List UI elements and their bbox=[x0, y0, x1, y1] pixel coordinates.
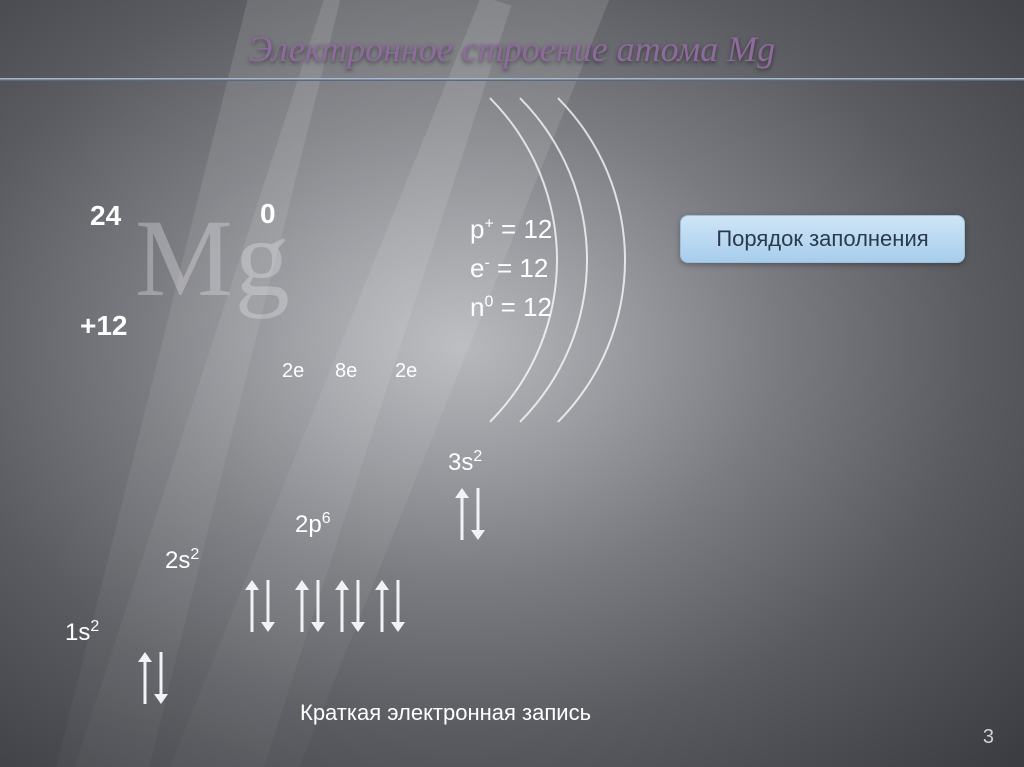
particle-counts: p+ = 12 e- = 12 n0 = 12 bbox=[470, 210, 552, 327]
orbital-box-1 bbox=[245, 580, 275, 632]
spin-cell bbox=[138, 652, 168, 704]
spin-cell bbox=[375, 580, 405, 632]
orbital-label-2: 2p6 bbox=[295, 510, 331, 539]
shell-2-label: 8e bbox=[335, 360, 357, 383]
short-config-caption: Краткая электронная запись bbox=[300, 700, 591, 726]
electron-count: e- = 12 bbox=[470, 249, 552, 288]
orbital-label-1: 2s2 bbox=[165, 546, 199, 575]
orbital-label-0: 1s2 bbox=[65, 618, 99, 647]
spin-cell bbox=[295, 580, 325, 632]
fill-order-button[interactable]: Порядок заполнения bbox=[680, 215, 965, 263]
shell-1-label: 2e bbox=[282, 360, 304, 383]
orbital-label-3: 3s2 bbox=[448, 448, 482, 477]
proton-count: p+ = 12 bbox=[470, 210, 552, 249]
orbital-box-3 bbox=[455, 488, 485, 540]
spin-cell bbox=[455, 488, 485, 540]
orbital-box-0 bbox=[138, 652, 168, 704]
spin-cell bbox=[335, 580, 365, 632]
slide-number: 3 bbox=[983, 726, 994, 749]
spin-cell bbox=[245, 580, 275, 632]
fill-order-label: Порядок заполнения bbox=[716, 226, 928, 252]
shell-3-label: 2e bbox=[395, 360, 417, 383]
orbital-box-2 bbox=[295, 580, 405, 632]
neutron-count: n0 = 12 bbox=[470, 288, 552, 327]
shell-arc-3 bbox=[166, 30, 626, 490]
